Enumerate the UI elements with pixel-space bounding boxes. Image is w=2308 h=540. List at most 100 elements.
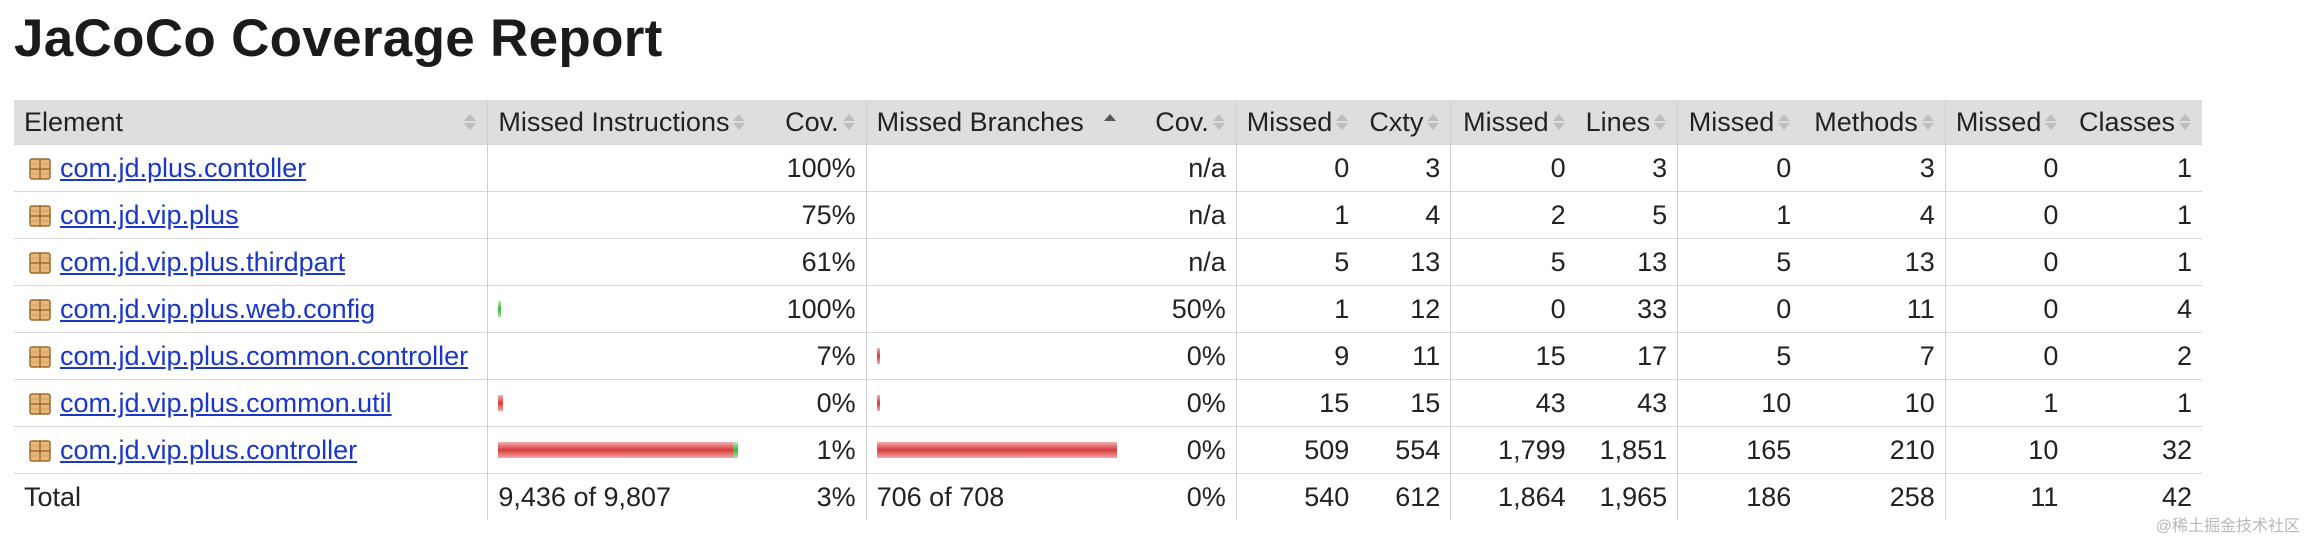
header-missed-complexity[interactable]: Missed bbox=[1235, 100, 1360, 145]
instruction-coverage: 61% bbox=[801, 246, 856, 277]
complexity: 4 bbox=[1425, 199, 1441, 230]
classes: 32 bbox=[2161, 434, 2192, 465]
missed-instructions-bar-cell bbox=[487, 379, 757, 427]
missed-lines: 15 bbox=[1450, 332, 1576, 380]
missed-instructions-bar bbox=[498, 442, 734, 458]
instruction-coverage: 7% bbox=[816, 340, 856, 371]
header-classes[interactable]: Classes bbox=[2068, 100, 2202, 145]
missed-complexity: 15 bbox=[1235, 379, 1360, 427]
complexity: 13 bbox=[1410, 246, 1441, 277]
header-element[interactable]: Element bbox=[14, 100, 488, 145]
missed-lines: 2 bbox=[1450, 191, 1576, 239]
missed-methods: 1 bbox=[1677, 191, 1802, 239]
lines: 5 bbox=[1652, 199, 1668, 230]
sort-icon bbox=[1777, 112, 1791, 132]
total-methods: 258 bbox=[1889, 481, 1935, 512]
header-lines[interactable]: Lines bbox=[1575, 100, 1678, 145]
instruction-coverage: 100% bbox=[756, 144, 867, 192]
classes: 1 bbox=[2176, 387, 2192, 418]
lines: 43 bbox=[1637, 387, 1668, 418]
header-instruction-coverage[interactable]: Cov. bbox=[756, 100, 867, 145]
element-cell: com.jd.vip.plus bbox=[14, 192, 488, 239]
header-missed-lines[interactable]: Missed bbox=[1450, 100, 1576, 145]
branch-coverage: 0% bbox=[1186, 340, 1226, 371]
lines: 17 bbox=[1637, 340, 1668, 371]
classes: 1 bbox=[2176, 199, 2192, 230]
methods: 3 bbox=[1801, 144, 1946, 192]
header-methods[interactable]: Methods bbox=[1801, 100, 1946, 145]
package-link[interactable]: com.jd.vip.plus.web.config bbox=[60, 293, 376, 324]
missed-branches-bar bbox=[876, 395, 880, 411]
table-row: com.jd.vip.plus.common.util 0% 0% 15 15 43 43 1… bbox=[14, 379, 2202, 427]
lines: 1,851 bbox=[1599, 434, 1668, 465]
header-missed-branches[interactable]: Missed Branches bbox=[865, 100, 1127, 145]
package-link[interactable]: com.jd.vip.plus.common.util bbox=[60, 387, 392, 418]
missed-methods: 0 bbox=[1677, 285, 1802, 333]
header-branch-coverage[interactable]: Cov. bbox=[1126, 100, 1237, 145]
package-icon bbox=[28, 157, 52, 181]
package-icon bbox=[28, 251, 52, 275]
missed-classes: 0 bbox=[1944, 144, 2069, 192]
missed-complexity: 1 bbox=[1235, 285, 1360, 333]
sort-icon bbox=[1921, 112, 1935, 132]
table-row: com.jd.vip.plus.thirdpart 61% n/a 5 13 5 13 5 13… bbox=[14, 238, 2202, 286]
total-missed-branches: 706 of 708 bbox=[865, 473, 1127, 520]
missed-branches-bar-cell bbox=[865, 144, 1127, 192]
sort-icon bbox=[2044, 112, 2058, 132]
total-missed-methods: 186 bbox=[1677, 473, 1802, 520]
branch-coverage: 0% bbox=[1186, 387, 1226, 418]
header-missed-methods[interactable]: Missed bbox=[1677, 100, 1802, 145]
missed-lines: 5 bbox=[1450, 238, 1576, 286]
table-row: com.jd.vip.plus.web.config 100% 50% 1 12 0 33 0… bbox=[14, 285, 2202, 333]
complexity: 15 bbox=[1410, 387, 1441, 418]
missed-branches-bar-cell bbox=[865, 238, 1127, 286]
missed-branches-bar-cell bbox=[865, 379, 1127, 427]
methods: 13 bbox=[1904, 246, 1935, 277]
header-missed-classes[interactable]: Missed bbox=[1944, 100, 2069, 145]
missed-classes: 0 bbox=[1944, 285, 2069, 333]
package-link[interactable]: com.jd.vip.plus.controller bbox=[60, 434, 358, 465]
missed-methods: 5 bbox=[1677, 238, 1802, 286]
covered-instructions-bar bbox=[498, 301, 502, 317]
missed-branches-bar-cell bbox=[865, 332, 1127, 380]
sort-icon bbox=[1552, 112, 1566, 132]
sort-icon bbox=[1335, 112, 1349, 132]
complexity: 12 bbox=[1410, 293, 1441, 324]
missed-lines: 43 bbox=[1450, 379, 1576, 427]
branch-coverage: n/a bbox=[1188, 246, 1226, 277]
instruction-coverage: 1% bbox=[816, 434, 856, 465]
missed-methods: 5 bbox=[1677, 332, 1802, 380]
package-icon bbox=[28, 392, 52, 416]
lines: 13 bbox=[1637, 246, 1668, 277]
classes: 4 bbox=[2176, 293, 2192, 324]
methods: 11 bbox=[1906, 293, 1935, 324]
header-missed-instructions[interactable]: Missed Instructions bbox=[487, 100, 757, 145]
complexity: 11 bbox=[1412, 340, 1441, 371]
total-instruction-coverage: 3% bbox=[816, 481, 856, 512]
package-link[interactable]: com.jd.vip.plus bbox=[60, 199, 239, 230]
sort-icon bbox=[1212, 112, 1226, 132]
table-row: com.jd.vip.plus.controller 1% 0% 509 554 1,79… bbox=[14, 426, 2202, 474]
total-complexity: 612 bbox=[1395, 481, 1441, 512]
sort-icon bbox=[2178, 112, 2192, 132]
methods: 4 bbox=[1919, 199, 1935, 230]
missed-branches-bar-cell bbox=[865, 191, 1127, 239]
header-complexity[interactable]: Cxty bbox=[1359, 100, 1451, 145]
watermark: @稀土掘金技术社区 bbox=[2155, 518, 2300, 535]
missed-branches-bar bbox=[876, 348, 880, 364]
complexity: 3 bbox=[1359, 144, 1451, 192]
classes: 1 bbox=[2068, 144, 2202, 192]
package-icon bbox=[28, 439, 52, 463]
covered-instructions-bar bbox=[733, 442, 739, 458]
methods: 7 bbox=[1919, 340, 1935, 371]
package-icon bbox=[28, 204, 52, 228]
missed-instructions-bar-cell bbox=[487, 285, 757, 333]
sort-ascending-icon bbox=[1103, 112, 1117, 132]
missed-branches-bar-cell bbox=[865, 426, 1127, 474]
package-link[interactable]: com.jd.vip.plus.thirdpart bbox=[60, 246, 346, 277]
package-link[interactable]: com.jd.plus.contoller bbox=[60, 152, 307, 183]
total-row: Total 9,436 of 9,807 3% 706 of 708 0% 54… bbox=[14, 473, 2202, 520]
element-cell: com.jd.vip.plus.common.controller bbox=[14, 333, 488, 380]
package-link[interactable]: com.jd.vip.plus.common.controller bbox=[60, 340, 469, 371]
sort-icon bbox=[1426, 112, 1440, 132]
